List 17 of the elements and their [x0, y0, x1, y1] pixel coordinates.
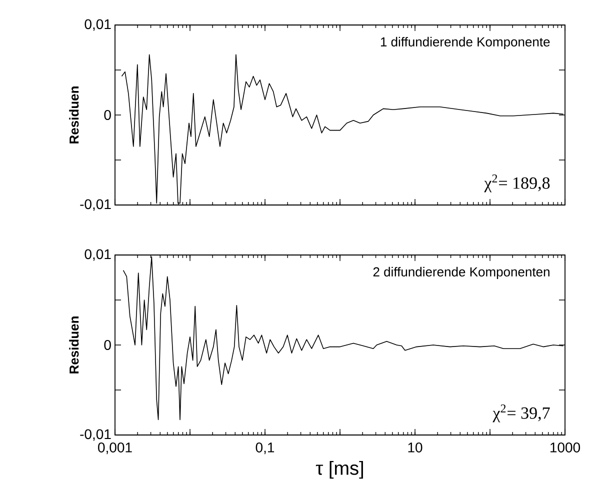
- x-axis-title: τ [ms]: [316, 460, 363, 479]
- x-tick-label: 10: [408, 442, 422, 452]
- y-axis-title: Residuen: [69, 86, 79, 144]
- x-tick-label: 0,1: [256, 442, 274, 454]
- annotation: 2 diffundierende Komponenten: [373, 266, 550, 280]
- y-tick-label: 0,01: [84, 19, 111, 31]
- y-axis-title: Residuen: [69, 316, 79, 374]
- y-tick-label: 0,01: [84, 249, 111, 261]
- x-tick-label: 0,001: [98, 442, 132, 454]
- y-tick-label: 0: [104, 110, 111, 120]
- annotation: χ$^{2}$= 39,7: [492, 404, 550, 422]
- annotation: 1 diffundierende Komponente: [380, 36, 550, 50]
- annotation: χ$^{2}$= 189,8: [484, 174, 550, 192]
- y-tick-label: -0,01: [80, 429, 111, 441]
- y-tick-label: 0: [104, 340, 111, 350]
- y-tick-label: -0,01: [80, 199, 111, 211]
- x-tick-label: 1000: [550, 442, 580, 452]
